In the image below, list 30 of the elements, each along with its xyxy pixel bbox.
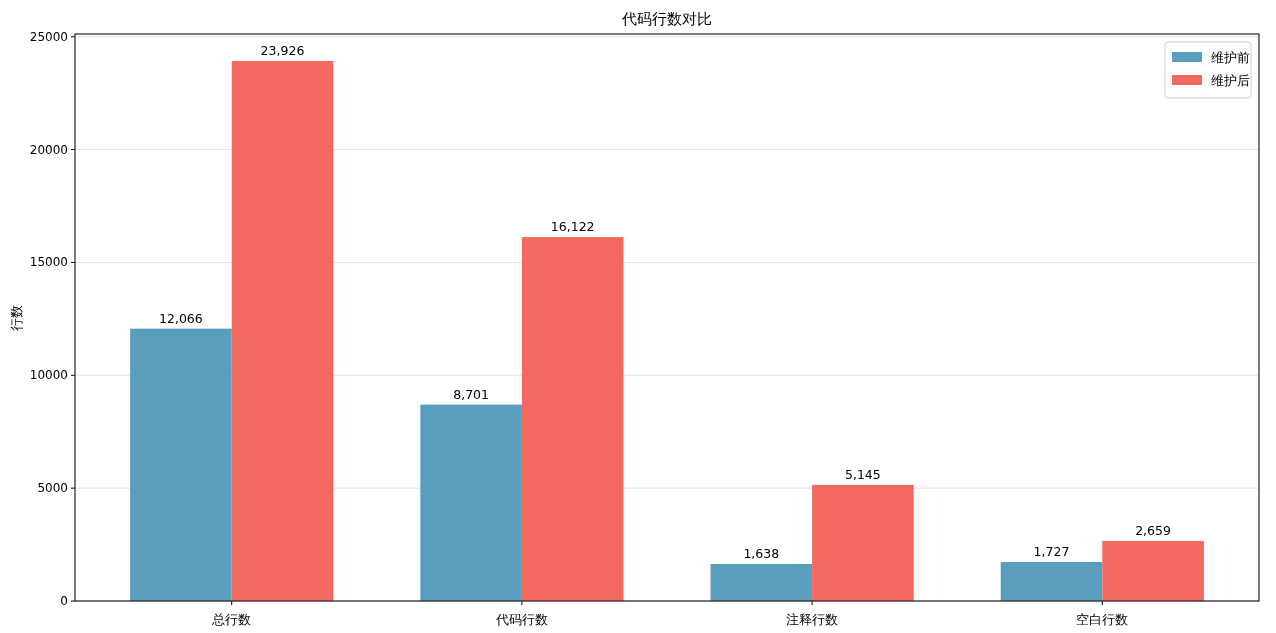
bar: [130, 328, 232, 601]
bar: [1102, 540, 1204, 601]
bar: [420, 404, 522, 601]
bar: [1000, 562, 1103, 601]
data-label: 8,701: [453, 386, 490, 402]
legend-label: 维护前: [1211, 50, 1250, 65]
bar: [521, 237, 624, 601]
data-label: 5,145: [844, 466, 881, 482]
y-tick-label: 15000: [29, 255, 68, 270]
y-tick-label: 5000: [37, 481, 68, 496]
data-label: 12,066: [159, 310, 203, 326]
x-tick-label: 空白行数: [1076, 612, 1129, 627]
bar: [710, 564, 813, 601]
x-tick-label: 注释行数: [786, 612, 839, 627]
y-axis-title: 行数: [9, 304, 24, 331]
data-label: 16,122: [550, 219, 595, 235]
chart-title: 代码行数对比: [621, 10, 712, 28]
y-tick-label: 20000: [29, 142, 68, 157]
bar: [231, 60, 334, 601]
y-tick-label: 25000: [29, 29, 68, 44]
data-label: 23,926: [260, 42, 305, 58]
data-label: 1,727: [1033, 544, 1070, 560]
y-tick-label: 0: [60, 594, 68, 608]
legend-label: 维护后: [1211, 73, 1250, 88]
x-tick-label: 代码行数: [494, 612, 548, 627]
y-tick-label: 10000: [29, 368, 68, 383]
bar: [812, 484, 914, 601]
data-label: 2,659: [1135, 522, 1172, 538]
x-tick-label: 总行数: [211, 612, 252, 627]
data-label: 1,638: [743, 546, 780, 562]
